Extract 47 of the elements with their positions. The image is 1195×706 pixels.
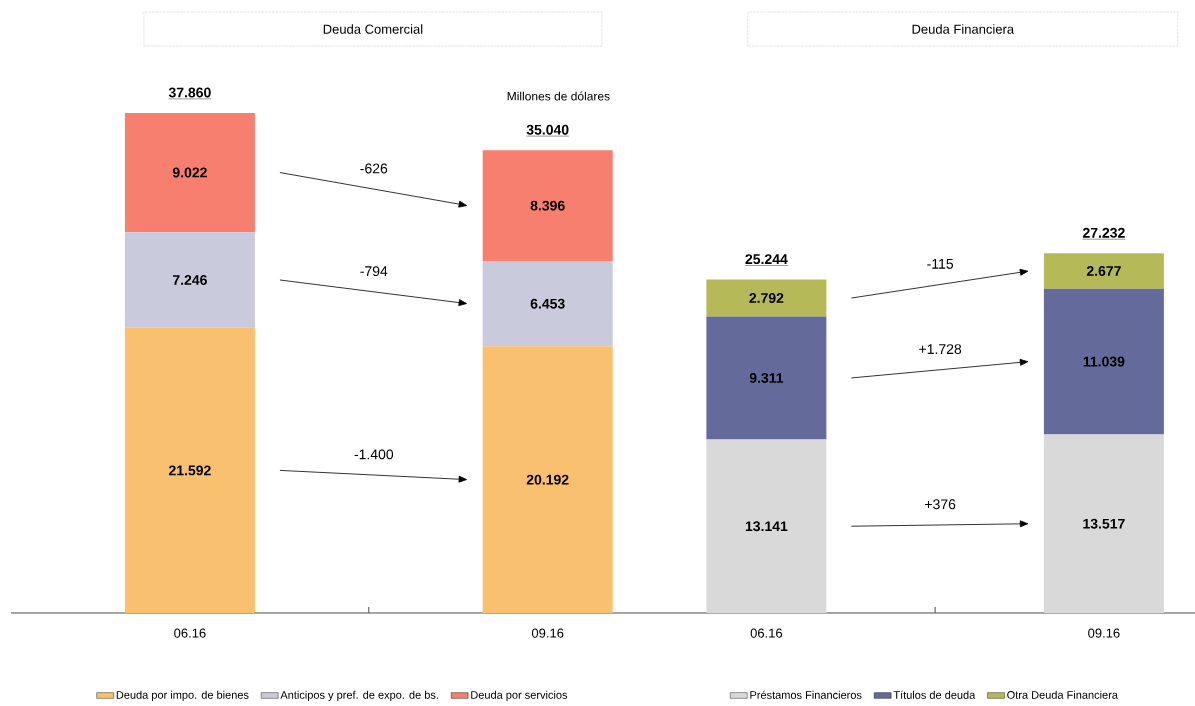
x-tick-label: 06.16 xyxy=(750,628,783,638)
data-label: 7.246 xyxy=(172,275,207,285)
bar xyxy=(482,261,613,347)
bar xyxy=(706,279,827,317)
bar xyxy=(1043,253,1164,289)
legend-label: Títulos de deuda xyxy=(893,690,976,699)
total-label: 27.232 xyxy=(1082,227,1125,238)
data-label: 20.192 xyxy=(526,474,569,485)
bar xyxy=(124,112,255,233)
x-tick-label: 06.16 xyxy=(174,628,206,638)
annotation: +1.728 xyxy=(919,344,962,355)
annotation: -115 xyxy=(927,259,954,269)
total-label: 37.860 xyxy=(168,87,211,98)
x-tick-label: 09.16 xyxy=(1088,628,1120,638)
chart-title: Deuda Comercial xyxy=(323,24,423,34)
data-label: 11.039 xyxy=(1083,356,1125,367)
chart-title: Deuda Financiera xyxy=(912,24,1015,34)
legend-label: Préstamos Financieros xyxy=(750,690,862,699)
data-label: 13.141 xyxy=(745,521,788,532)
data-label: 2.677 xyxy=(1086,266,1121,276)
bar xyxy=(482,150,613,262)
bar xyxy=(482,346,613,613)
bar xyxy=(124,327,255,613)
legend-label: Deuda por servicios xyxy=(471,690,568,701)
x-tick-label: 09.16 xyxy=(531,628,564,638)
annotation: +376 xyxy=(925,499,956,510)
data-label: 9.022 xyxy=(172,167,207,178)
bar xyxy=(706,439,827,613)
data-label: 21.592 xyxy=(168,465,211,476)
data-label: 9.311 xyxy=(749,372,784,383)
data-label: 2.792 xyxy=(749,293,784,303)
bar xyxy=(124,232,255,328)
annotation: -626 xyxy=(360,163,388,174)
data-label: 8.396 xyxy=(530,200,565,211)
legend-label: Otra Deuda Financiera xyxy=(1007,690,1118,699)
data-label: 13.517 xyxy=(1083,518,1125,529)
annotation: -794 xyxy=(360,266,388,277)
bar xyxy=(1043,288,1164,435)
total-label: 25.244 xyxy=(745,254,788,265)
annotation: -1.400 xyxy=(354,449,394,460)
legend-label: Deuda por impo. de bienes xyxy=(116,690,249,701)
bar xyxy=(1043,434,1164,613)
y-axis-title: Millones de dólares xyxy=(507,91,610,101)
total-label: 35.040 xyxy=(526,124,569,135)
bar xyxy=(706,316,827,440)
data-label: 6.453 xyxy=(530,298,565,309)
legend-label: Anticipos y pref. de expo. de bs. xyxy=(280,690,438,701)
